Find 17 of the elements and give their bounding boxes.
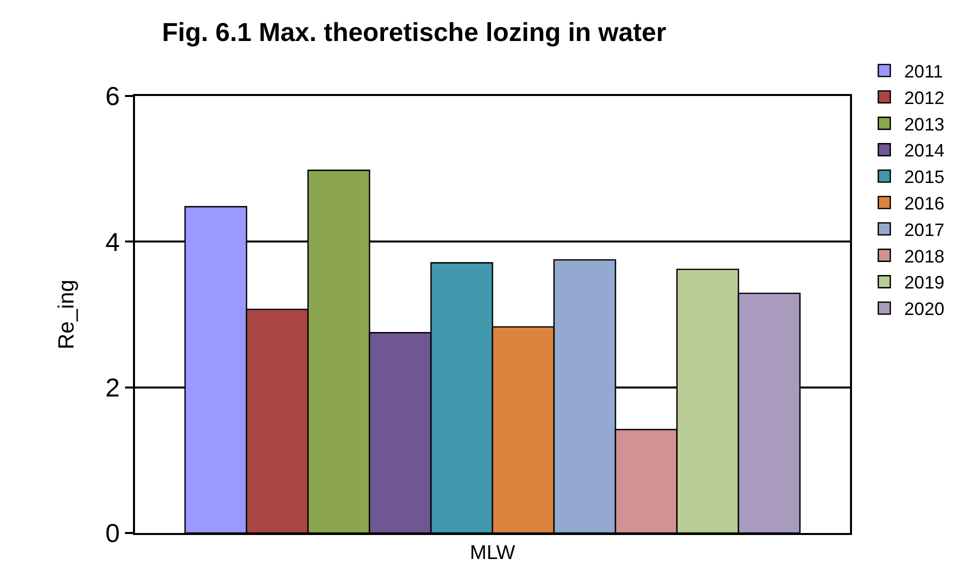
y-axis-title: Re_ing bbox=[54, 280, 79, 350]
legend-label: 2017 bbox=[904, 220, 944, 240]
x-tick-label: MLW bbox=[470, 542, 516, 564]
y-tick-label: 2 bbox=[105, 372, 120, 402]
legend-label: 2013 bbox=[904, 114, 944, 134]
legend-label: 2018 bbox=[904, 246, 944, 266]
chart-title: Fig. 6.1 Max. theoretische lozing in water bbox=[162, 17, 666, 48]
y-tick-label: 4 bbox=[105, 226, 120, 257]
legend-label: 2011 bbox=[904, 62, 944, 82]
legend-label: 2014 bbox=[904, 140, 944, 161]
legend-label: 2012 bbox=[904, 88, 944, 108]
legend-label: 2019 bbox=[904, 272, 944, 293]
y-tick-label: 0 bbox=[105, 518, 120, 548]
y-tick-label: 6 bbox=[105, 81, 120, 112]
legend-label: 2015 bbox=[904, 167, 944, 188]
legend-label: 2016 bbox=[904, 194, 944, 214]
legend-label: 2020 bbox=[904, 299, 944, 320]
